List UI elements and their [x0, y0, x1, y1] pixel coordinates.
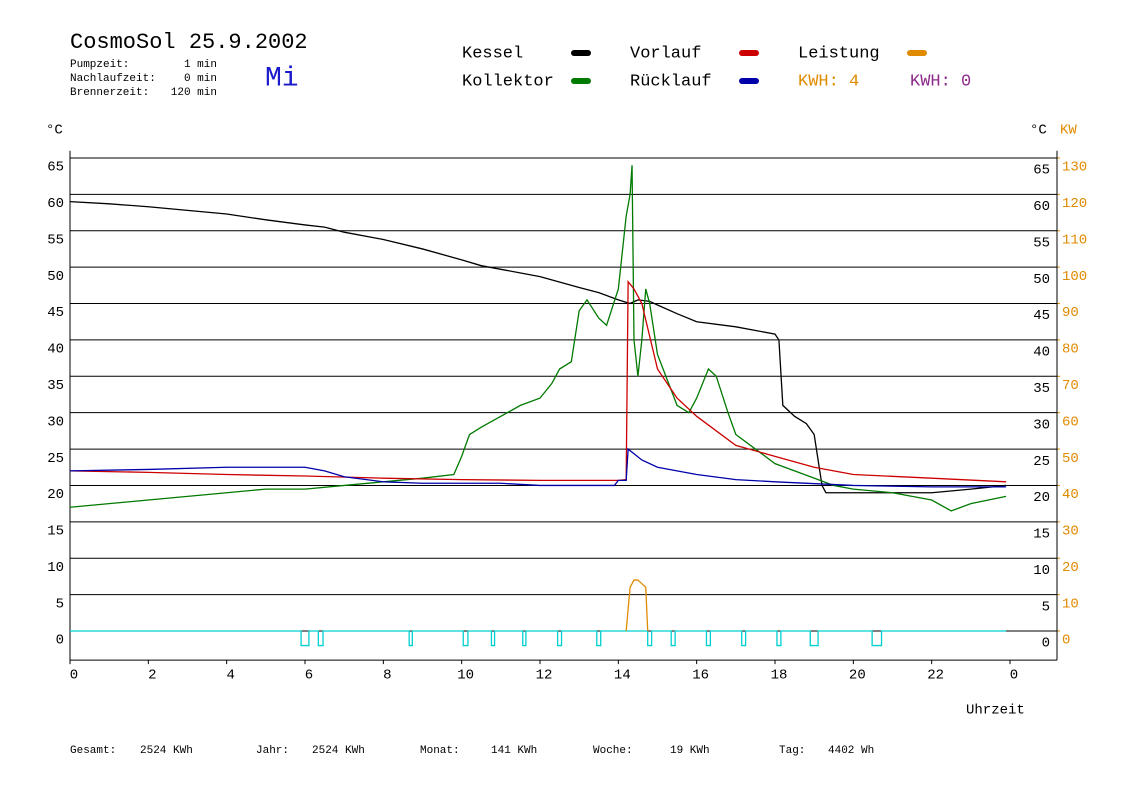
- x-tick-label: 12: [536, 668, 553, 684]
- x-tick-label: 0: [70, 668, 78, 684]
- y2-tick-label: 10: [1033, 563, 1050, 579]
- y-tick-label: 35: [47, 378, 64, 394]
- footer-value: 2524 KWh: [140, 745, 193, 757]
- x-tick-label: 8: [383, 668, 391, 684]
- y2-tick-label: 40: [1033, 345, 1050, 361]
- footer-label: Monat:: [420, 745, 460, 757]
- x-tick-label: 6: [305, 668, 313, 684]
- chart-title: CosmoSol 25.9.2002: [70, 30, 308, 55]
- y2-tick-label: 110: [1062, 232, 1087, 248]
- y2-tick-label: 10: [1062, 596, 1079, 612]
- y2-tick-label: 70: [1062, 378, 1079, 394]
- legend-label: Rücklauf: [630, 72, 712, 91]
- y2-tick-label: 60: [1062, 414, 1079, 430]
- y2-tick-label: 130: [1062, 160, 1087, 176]
- legend-label: Leistung: [798, 44, 880, 63]
- footer-label: Jahr:: [256, 745, 289, 757]
- y2-tick-label: 35: [1033, 381, 1050, 397]
- y2-tick-label: 30: [1062, 524, 1079, 540]
- info-value: 120 min: [171, 87, 217, 99]
- y-tick-label: 40: [47, 342, 64, 358]
- info-value: 1 min: [184, 59, 217, 71]
- y-tick-label: 0: [56, 633, 64, 649]
- weekday: Mi: [265, 63, 299, 94]
- x-tick-label: 10: [457, 668, 474, 684]
- series-line: [69, 279, 1007, 483]
- y2-tick-label: 120: [1062, 196, 1087, 212]
- footer-value: 2524 KWh: [312, 745, 365, 757]
- y-tick-label: 25: [47, 451, 64, 467]
- info-label: Nachlaufzeit:: [70, 73, 156, 85]
- y2-tick-label: 20: [1033, 490, 1050, 506]
- series-line: [70, 630, 1007, 647]
- info-label: Pumpzeit:: [70, 59, 129, 71]
- legend-label: Vorlauf: [630, 44, 701, 63]
- x-tick-label: 18: [771, 668, 788, 684]
- y2-tick-label: 55: [1033, 235, 1050, 251]
- x-tick-label: 16: [692, 668, 709, 684]
- y2-tick-label: 0: [1062, 633, 1070, 649]
- x-axis-label: Uhrzeit: [966, 703, 1025, 719]
- y-tick-label: 65: [47, 160, 64, 176]
- y-tick-label: 30: [47, 414, 64, 430]
- y2-unit: °C: [1030, 123, 1047, 139]
- y-tick-label: 15: [47, 524, 64, 540]
- info-value: 0 min: [184, 73, 217, 85]
- y2-tick-label: 80: [1062, 342, 1079, 358]
- kwh-label: KWH: 0: [910, 72, 971, 91]
- footer-label: Woche:: [593, 745, 633, 757]
- y2-tick-label: 50: [1033, 272, 1050, 288]
- series-line: [625, 579, 649, 632]
- footer-label: Gesamt:: [70, 745, 116, 757]
- y2-tick-label: 20: [1062, 560, 1079, 576]
- y2-tick-label: 45: [1033, 308, 1050, 324]
- y2-tick-label: 40: [1062, 487, 1079, 503]
- footer-value: 4402 Wh: [828, 745, 874, 757]
- y-tick-label: 60: [47, 196, 64, 212]
- x-tick-label: 20: [849, 668, 866, 684]
- y2-tick-label: 50: [1062, 451, 1079, 467]
- kwh-label: KWH: 4: [798, 72, 859, 91]
- x-tick-label: 2: [148, 668, 156, 684]
- info-label: Brennerzeit:: [70, 87, 149, 99]
- legend-label: Kessel: [462, 44, 523, 63]
- x-tick-label: 0: [1010, 668, 1018, 684]
- series-line: [69, 447, 1007, 488]
- y-tick-label: 10: [47, 560, 64, 576]
- y-tick-label: 20: [47, 487, 64, 503]
- x-tick-label: 14: [614, 668, 631, 684]
- footer-value: 19 KWh: [670, 745, 710, 757]
- y2-tick-label: 65: [1033, 163, 1050, 179]
- y2-tick-label: 0: [1042, 636, 1050, 652]
- y2-tick-label: 25: [1033, 454, 1050, 470]
- y-tick-label: 55: [47, 232, 64, 248]
- series-line: [69, 165, 1007, 512]
- y-tick-label: 45: [47, 305, 64, 321]
- legend-label: Kollektor: [462, 72, 554, 91]
- y2-tick-label: 60: [1033, 199, 1050, 215]
- y2-tick-label: 100: [1062, 269, 1087, 285]
- y2-tick-label: 15: [1033, 527, 1050, 543]
- x-tick-label: 22: [927, 668, 944, 684]
- y-tick-label: 50: [47, 269, 64, 285]
- footer-value: 141 KWh: [491, 745, 537, 757]
- y2-tick-label: 30: [1033, 417, 1050, 433]
- y2-tick-label: 90: [1062, 305, 1079, 321]
- y-tick-label: 5: [56, 596, 64, 612]
- footer-label: Tag:: [779, 745, 805, 757]
- y2-unit: KW: [1060, 123, 1077, 139]
- y2-tick-label: 5: [1042, 599, 1050, 615]
- x-tick-label: 4: [226, 668, 234, 684]
- y-unit: °C: [46, 123, 63, 139]
